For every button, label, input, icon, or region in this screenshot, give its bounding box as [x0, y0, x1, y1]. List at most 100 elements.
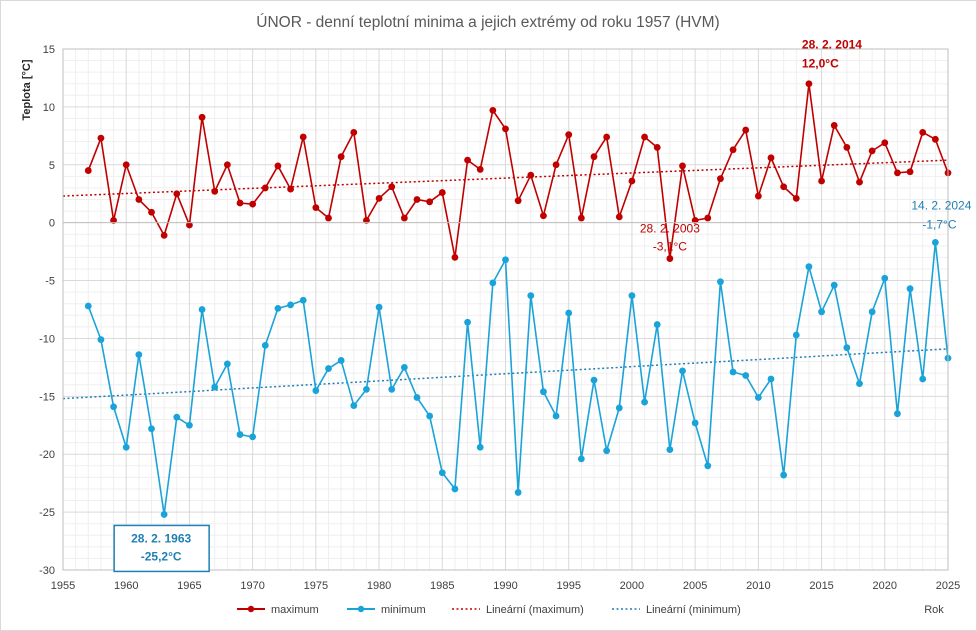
y-tick-label: 5	[49, 160, 55, 172]
annotations: 28. 2. 2014 12,0°C 28. 2. 2003 -3,1°C 14. 2.…	[113, 38, 972, 573]
data-point-maximum	[868, 147, 876, 155]
data-point-maximum	[729, 146, 737, 154]
data-point-minimum	[590, 376, 598, 384]
data-point-minimum	[615, 404, 623, 412]
data-point-maximum	[805, 80, 813, 88]
legend-marker	[357, 605, 365, 613]
x-tick-label: 2025	[936, 580, 960, 592]
data-point-maximum	[919, 128, 927, 136]
y-tick-label: 15	[43, 44, 55, 56]
data-point-maximum	[287, 185, 294, 193]
data-point-maximum	[236, 199, 244, 207]
x-tick-label: 1965	[177, 580, 201, 592]
legend-label: minimum	[381, 604, 426, 616]
y-tick-label: -5	[45, 276, 55, 288]
data-point-maximum	[514, 197, 522, 205]
data-point-maximum	[249, 200, 257, 208]
data-point-maximum	[476, 166, 484, 173]
annotation-date: 28. 2. 1963	[131, 531, 191, 545]
data-point-minimum	[451, 485, 459, 493]
data-point-minimum	[540, 388, 547, 396]
data-point-minimum	[287, 301, 294, 309]
data-point-minimum	[489, 279, 497, 287]
data-point-maximum	[818, 177, 825, 185]
data-point-maximum	[426, 198, 434, 206]
data-point-maximum	[590, 153, 598, 161]
data-point-minimum	[565, 309, 573, 317]
data-point-minimum	[160, 511, 168, 518]
data-point-maximum	[679, 162, 686, 170]
data-point-maximum	[527, 171, 535, 179]
data-point-minimum	[906, 285, 914, 293]
x-axis-label: Rok	[924, 604, 944, 616]
x-tick-label: 2015	[809, 580, 833, 592]
x-tick-label: 2000	[620, 580, 644, 592]
x-tick-label: 1985	[430, 580, 454, 592]
data-point-maximum	[489, 106, 497, 114]
data-point-minimum	[84, 302, 92, 310]
data-point-maximum	[299, 133, 307, 141]
data-point-minimum	[641, 398, 648, 406]
data-point-maximum	[843, 144, 851, 151]
legend: maximum minimum Lineární (maximum) Lineární…	[237, 604, 741, 616]
data-point-maximum	[198, 113, 206, 121]
y-tick-label: -20	[39, 449, 55, 461]
x-tick-label: 1995	[556, 580, 580, 592]
data-point-maximum	[97, 134, 105, 142]
data-point-minimum	[717, 278, 724, 286]
data-point-minimum	[299, 296, 307, 304]
data-point-minimum	[792, 331, 800, 339]
data-point-maximum	[666, 255, 674, 262]
data-point-minimum	[350, 402, 358, 409]
data-point-minimum	[653, 321, 661, 328]
x-tick-label: 2020	[873, 580, 897, 592]
y-tick-label: -15	[39, 391, 55, 403]
annotation-date: 28. 2. 2003	[640, 222, 700, 236]
x-tick-label: 2005	[683, 580, 707, 592]
y-tick-label: -25	[39, 507, 55, 519]
x-tick-label: 1970	[240, 580, 264, 592]
x-tick-label: 1975	[304, 580, 328, 592]
annotation-date: 28. 2. 2014	[802, 38, 862, 52]
data-point-minimum	[919, 375, 927, 383]
axes: 1955 1960 1965 1970 1975 1980 1985 1990 1995 2000…	[39, 44, 960, 592]
annotation-value: -1,7°C	[922, 217, 956, 231]
data-point-minimum	[881, 274, 889, 282]
data-point-maximum	[337, 153, 345, 161]
data-point-minimum	[603, 447, 611, 455]
y-tick-label: 0	[49, 218, 55, 230]
data-point-minimum	[375, 303, 383, 311]
data-point-maximum	[350, 128, 358, 136]
data-point-maximum	[363, 216, 370, 224]
data-point-maximum	[312, 204, 320, 212]
x-tick-label: 2010	[746, 580, 770, 592]
y-tick-label: -10	[39, 333, 55, 345]
data-point-minimum	[729, 368, 737, 376]
x-tick-label: 1955	[51, 580, 75, 592]
data-point-minimum	[97, 336, 105, 344]
trend-line	[62, 348, 949, 400]
data-point-maximum	[413, 196, 421, 203]
data-point-maximum	[135, 196, 143, 203]
data-point-maximum	[148, 208, 155, 216]
chart-title: ÚNOR - denní teplotní minima a jejich ex…	[256, 14, 719, 31]
data-point-minimum	[211, 383, 219, 391]
legend-label: Lineární (maximum)	[486, 604, 584, 616]
data-point-maximum	[502, 125, 509, 133]
data-point-minimum	[742, 372, 750, 379]
data-point-maximum	[931, 135, 939, 143]
data-point-maximum	[881, 139, 889, 147]
data-point-minimum	[767, 375, 775, 383]
data-point-maximum	[577, 214, 585, 222]
data-point-minimum	[236, 431, 244, 438]
data-point-maximum	[186, 221, 193, 229]
data-point-maximum	[122, 161, 130, 169]
data-point-maximum	[628, 177, 636, 185]
plot-area-border	[62, 48, 949, 571]
data-point-maximum	[856, 178, 863, 186]
data-point-minimum	[173, 413, 181, 421]
data-point-maximum	[173, 190, 181, 198]
data-point-maximum	[754, 192, 762, 200]
